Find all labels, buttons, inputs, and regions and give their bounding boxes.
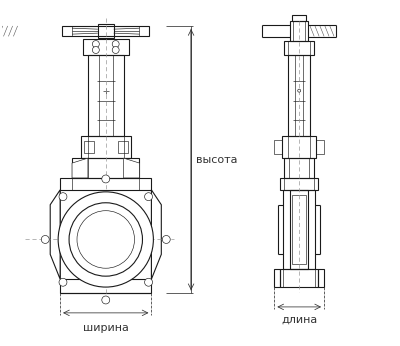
- Circle shape: [162, 236, 170, 244]
- Bar: [83, 39, 128, 55]
- Circle shape: [59, 278, 67, 286]
- Bar: [283, 190, 315, 269]
- Circle shape: [69, 203, 142, 276]
- Bar: [99, 55, 113, 136]
- Circle shape: [102, 175, 110, 183]
- Bar: [288, 41, 310, 55]
- Bar: [81, 136, 130, 158]
- Circle shape: [58, 192, 153, 287]
- Circle shape: [112, 46, 119, 54]
- Bar: [60, 279, 151, 293]
- Bar: [289, 158, 309, 178]
- Bar: [88, 158, 124, 178]
- Circle shape: [112, 40, 119, 47]
- Bar: [288, 136, 310, 158]
- Bar: [292, 195, 306, 264]
- Bar: [282, 136, 316, 158]
- Circle shape: [41, 236, 49, 244]
- Bar: [316, 140, 324, 154]
- Bar: [274, 140, 282, 154]
- Circle shape: [59, 193, 67, 201]
- Bar: [60, 190, 151, 279]
- Bar: [280, 178, 318, 190]
- Bar: [284, 158, 314, 178]
- Text: высота: высота: [196, 155, 238, 165]
- Bar: [284, 178, 314, 190]
- Polygon shape: [151, 190, 161, 279]
- Bar: [72, 158, 140, 178]
- Circle shape: [92, 46, 99, 54]
- Bar: [98, 24, 114, 38]
- Bar: [88, 55, 124, 136]
- Bar: [88, 136, 124, 158]
- Circle shape: [144, 193, 152, 201]
- Circle shape: [92, 40, 99, 47]
- Bar: [292, 15, 306, 21]
- Bar: [283, 269, 315, 287]
- Bar: [62, 26, 150, 36]
- Bar: [290, 190, 308, 269]
- Polygon shape: [72, 158, 88, 178]
- Bar: [280, 269, 318, 287]
- Circle shape: [102, 296, 110, 304]
- Bar: [118, 141, 128, 153]
- Bar: [274, 269, 280, 287]
- Bar: [293, 21, 305, 41]
- Bar: [318, 269, 324, 287]
- Circle shape: [144, 278, 152, 286]
- Bar: [284, 41, 314, 55]
- Bar: [84, 141, 94, 153]
- Polygon shape: [50, 190, 60, 279]
- Bar: [295, 55, 303, 136]
- Bar: [290, 21, 308, 41]
- Text: ширина: ширина: [83, 323, 129, 333]
- Bar: [72, 178, 140, 190]
- Circle shape: [298, 89, 301, 92]
- Polygon shape: [124, 158, 140, 178]
- Bar: [60, 178, 151, 190]
- Circle shape: [77, 211, 134, 268]
- Text: длина: длина: [281, 315, 317, 325]
- Bar: [288, 55, 310, 136]
